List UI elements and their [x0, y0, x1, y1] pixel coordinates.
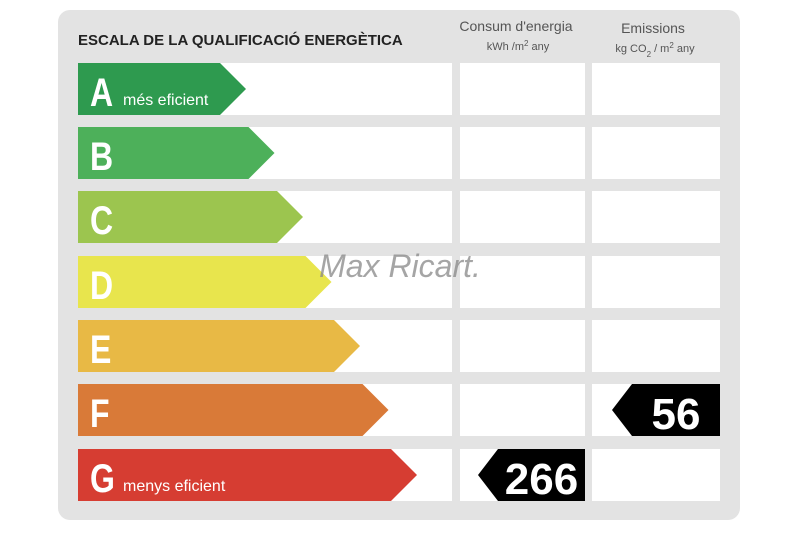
consumption-cell — [460, 256, 585, 308]
consumption-unit: kWh /m2 any — [487, 39, 550, 54]
title: ESCALA DE LA QUALIFICACIÓ ENERGÈTICA — [78, 31, 403, 49]
rating-label: més eficient — [123, 92, 209, 109]
unit-part: 2 — [669, 41, 674, 50]
rating-arrow — [78, 63, 246, 115]
unit-part: kg CO — [615, 43, 647, 55]
rating-letter: D — [90, 263, 113, 308]
consumption-cell — [460, 384, 585, 436]
emissions-cell — [592, 63, 720, 115]
consumption-heading: Consum d'energia — [459, 18, 572, 34]
emissions-cell — [592, 320, 720, 372]
emissions-heading: Emissions — [621, 20, 685, 36]
rating-letter: C — [90, 198, 113, 243]
emissions-value: 56 — [652, 390, 701, 439]
rating-letter: B — [90, 134, 113, 179]
rating-arrow — [78, 127, 275, 179]
rating-arrow — [78, 384, 389, 436]
rating-arrow — [78, 256, 332, 308]
unit-part: kWh /m — [487, 41, 524, 53]
emissions-indicator — [612, 384, 720, 436]
rating-letter: F — [90, 391, 110, 436]
unit-part: any — [674, 43, 695, 55]
watermark: Max Ricart. — [319, 248, 481, 284]
rating-letter: A — [90, 70, 113, 115]
consumption-cell — [460, 191, 585, 243]
unit-part: 2 — [647, 50, 652, 59]
unit-part: / m — [651, 43, 669, 55]
rating-arrow — [78, 320, 360, 372]
consumption-cell — [460, 63, 585, 115]
emissions-cell — [592, 256, 720, 308]
consumption-cell — [460, 127, 585, 179]
consumption-cell — [460, 320, 585, 372]
unit-part: any — [528, 41, 549, 53]
rating-letter: G — [90, 456, 115, 501]
rating-arrow — [78, 191, 303, 243]
emissions-cell — [592, 191, 720, 243]
consumption-value: 266 — [505, 455, 578, 504]
unit-part: 2 — [524, 39, 529, 48]
emissions-cell — [592, 449, 720, 501]
emissions-cell — [592, 127, 720, 179]
rating-arrow — [78, 449, 417, 501]
rating-label: menys eficient — [123, 478, 226, 495]
consumption-indicator — [478, 449, 585, 501]
rating-letter: E — [90, 327, 111, 372]
emissions-unit: kg CO2 / m2 any — [615, 41, 695, 59]
